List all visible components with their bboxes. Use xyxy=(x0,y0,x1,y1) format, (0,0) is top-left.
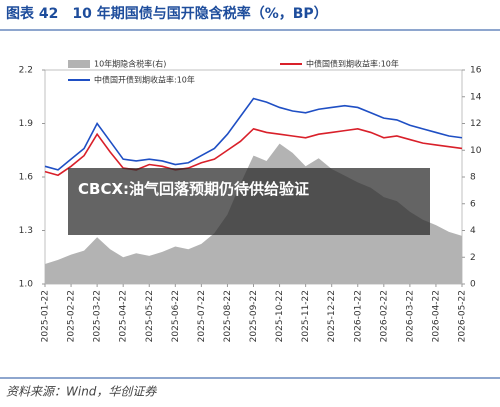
x-tick-label: 2025-06-22 xyxy=(171,290,181,342)
overlay-banner: CBCX:油气回落预期仍待供给验证 xyxy=(68,168,430,235)
x-tick-label: 2025-05-22 xyxy=(145,290,155,342)
x-tick-label: 2025-10-22 xyxy=(275,290,285,342)
x-tick-label: 2025-04-22 xyxy=(119,290,129,342)
line xyxy=(44,97,463,171)
legend-label: 中债国债到期收益率:10年 xyxy=(306,59,399,69)
x-tick-label: 2025-08-22 xyxy=(223,290,233,342)
y-tick-label: 1.3 xyxy=(19,226,33,236)
x-tick-label: 2025-12-22 xyxy=(327,290,337,342)
x-tick-label: 2026-03-22 xyxy=(405,290,415,342)
y2-tick-label: 0 xyxy=(470,280,476,290)
y2-tick-label: 4 xyxy=(470,226,476,236)
x-tick-label: 2025-01-22 xyxy=(41,290,51,342)
y-tick-label: 2.2 xyxy=(19,66,33,76)
y2-tick-label: 2 xyxy=(470,253,476,263)
y2-tick-label: 10 xyxy=(470,146,482,156)
y2-tick-label: 6 xyxy=(470,199,476,209)
x-tick-label: 2025-11-22 xyxy=(301,290,311,342)
y2-tick-label: 16 xyxy=(470,66,482,76)
y-tick-label: 1.6 xyxy=(19,173,34,183)
chart-title: 图表 42 10 年期国债与国开隐含税率（%，BP） xyxy=(6,5,328,22)
y2-tick-label: 8 xyxy=(470,173,476,183)
x-tick-label: 2026-05-22 xyxy=(458,290,468,342)
x-tick-label: 2025-07-22 xyxy=(197,290,207,342)
x-tick-label: 2025-02-22 xyxy=(67,290,77,342)
y-tick-label: 1.0 xyxy=(19,280,34,290)
y-tick-label: 1.9 xyxy=(19,119,34,129)
x-tick-label: 2026-04-22 xyxy=(431,290,441,342)
y2-tick-label: 12 xyxy=(470,119,481,129)
line xyxy=(44,127,463,177)
source: 资料来源：Wind，华创证券 xyxy=(6,385,157,399)
legend-label: 中债国开债到期收益率:10年 xyxy=(94,75,195,85)
overlay-text: CBCX:油气回落预期仍待供给验证 xyxy=(78,180,310,198)
legend-label: 10年期隐含税率(右) xyxy=(94,59,166,69)
x-tick-label: 2026-01-22 xyxy=(353,290,363,342)
x-tick-label: 2025-03-22 xyxy=(93,290,103,342)
y2-tick-label: 14 xyxy=(470,92,482,102)
x-tick-label: 2025-09-22 xyxy=(249,290,259,342)
legend-swatch xyxy=(68,60,90,68)
x-tick-label: 2026-02-22 xyxy=(379,290,389,342)
